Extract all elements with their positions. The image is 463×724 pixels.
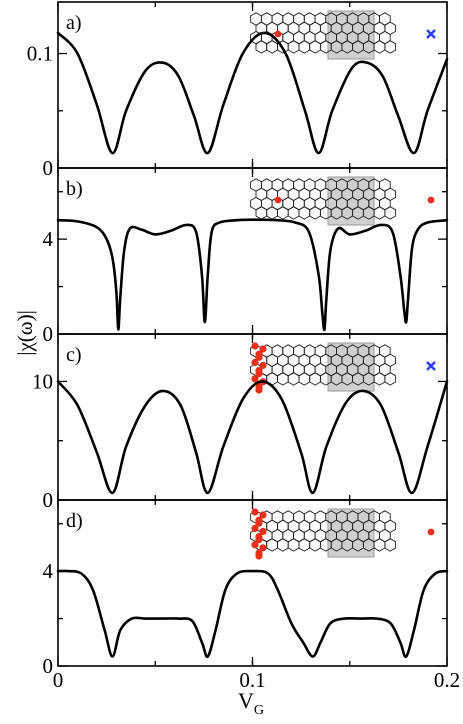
y-tick-label: 0: [43, 654, 54, 678]
panel-label: c): [66, 344, 82, 366]
y-tick-label: 10: [32, 369, 53, 393]
data-curve: [56, 218, 449, 332]
edge-site-dot: [259, 345, 267, 353]
hexagon-cell: [384, 40, 397, 54]
edge-site-dot: [259, 511, 267, 519]
x-tick-label: 0.1: [239, 668, 265, 692]
hexagon-cell: [255, 40, 268, 54]
chart-panel-c: 0 10 c): [32, 333, 449, 512]
hexagon-cell: [255, 206, 268, 220]
hexagon-cell: [266, 206, 278, 220]
edge-site-dot: [255, 370, 263, 378]
hexagon-cell: [373, 372, 386, 386]
x-axis-label: VG: [238, 688, 264, 718]
lattice-inset-c: [250, 342, 436, 394]
edge-site-dot: [251, 508, 259, 516]
probe-cross-icon: [426, 29, 436, 39]
hexagon-cell: [309, 538, 321, 552]
lattice-inset-b: [250, 176, 435, 226]
x-axis-label-sub: G: [254, 703, 264, 718]
x-axis-label-main: V: [238, 688, 254, 713]
lattice-inset-d: [250, 508, 435, 560]
y-tick-label: 0: [43, 322, 54, 346]
hexagon-cell: [309, 372, 321, 386]
edge-site-dot: [259, 361, 267, 369]
hexagon-cell: [266, 40, 278, 54]
probe-cross-icon: [426, 361, 436, 371]
source-site-dot: [274, 30, 282, 38]
hexagon-cell: [384, 206, 397, 220]
hexagon-cell: [266, 538, 278, 552]
edge-site-dot: [255, 552, 263, 560]
edge-site-dot: [251, 524, 259, 533]
plot-frame: [57, 333, 448, 501]
y-axis-label: |χ(ω)|: [13, 310, 37, 356]
panel-label: b): [66, 178, 83, 200]
probe-site-dot: [427, 528, 435, 536]
hexagon-cell: [298, 372, 311, 386]
data-curve: [56, 380, 449, 495]
probe-site-dot: [427, 196, 435, 204]
x-tick-label: 0.2: [434, 668, 460, 692]
data-curve: [56, 31, 449, 155]
panel-label: a): [66, 12, 82, 34]
hexagon-cell: [298, 538, 311, 552]
edge-site-dot: [251, 375, 259, 383]
chart-panel-d: 0 4 0 0.1 0.2 d): [43, 499, 460, 692]
hexagon-cell: [373, 40, 386, 54]
y-tick-label: 0: [43, 488, 54, 512]
edge-site-dot: [251, 342, 259, 350]
edge-site-dot: [255, 536, 263, 544]
hexagon-cell: [287, 372, 300, 386]
edge-site-dot: [255, 519, 263, 527]
panel-label: d): [66, 510, 83, 532]
chart-panel-a: 0 0.1 a): [27, 1, 449, 180]
hexagon-cell: [277, 372, 289, 386]
panels: 0 0.1 a) 0 4 b) 0 10 c) 0 4 0 0.1 0.2 d): [27, 1, 460, 692]
hexagon-cell: [277, 206, 289, 220]
edge-site-dot: [255, 353, 263, 361]
hexagon-cell: [277, 538, 289, 552]
hexagon-cell: [384, 538, 397, 552]
chart-panel-b: 0 4 b): [43, 167, 449, 346]
edge-site-dot: [259, 527, 267, 536]
hexagon-cell: [384, 372, 397, 386]
edge-site-dot: [251, 541, 259, 549]
y-tick-label: 0.1: [27, 42, 53, 66]
x-tick-label: 0: [53, 668, 64, 692]
hexagon-cell: [287, 40, 300, 54]
edge-site-dot: [255, 386, 263, 394]
edge-site-dot: [259, 544, 267, 552]
hexagon-cell: [373, 206, 386, 220]
hexagon-cell: [298, 206, 311, 220]
hexagon-cell: [373, 538, 386, 552]
edge-site-dot: [251, 358, 259, 366]
hexagon-cell: [309, 206, 321, 220]
data-curve: [56, 569, 449, 659]
hexagon-cell: [287, 206, 300, 220]
hexagon-cell: [298, 40, 311, 54]
hexagon-cell: [309, 40, 321, 54]
y-tick-label: 0: [43, 156, 54, 180]
y-tick-label: 4: [43, 559, 54, 583]
hexagon-cell: [287, 538, 300, 552]
y-tick-label: 4: [43, 227, 54, 251]
lattice-inset-a: [250, 10, 436, 60]
source-site-dot: [274, 196, 282, 204]
